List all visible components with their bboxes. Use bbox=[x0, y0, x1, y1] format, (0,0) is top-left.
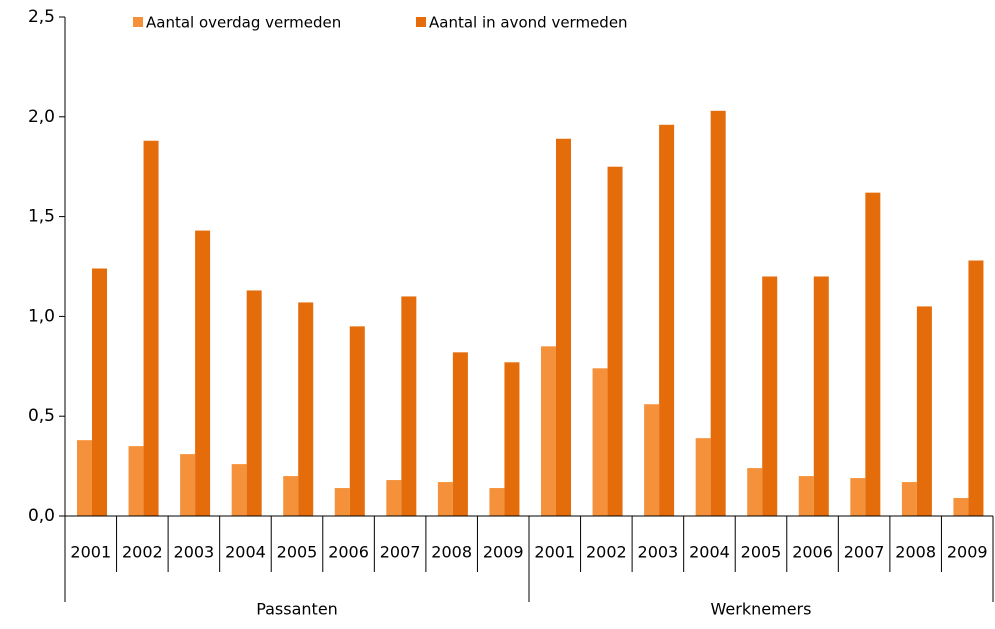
x-tick-label: 2002 bbox=[586, 543, 627, 562]
x-tick-label: 2008 bbox=[431, 543, 472, 562]
bar bbox=[968, 260, 984, 516]
y-tick-label: 2,0 bbox=[28, 107, 55, 127]
bar bbox=[901, 482, 917, 516]
legend-swatch bbox=[133, 17, 143, 27]
legend-label: Aantal in avond vermeden bbox=[429, 14, 628, 32]
bar bbox=[762, 276, 778, 516]
bar bbox=[747, 468, 763, 516]
bar bbox=[298, 302, 314, 516]
x-tick-label: 2009 bbox=[483, 543, 524, 562]
y-tick-label: 1,5 bbox=[28, 207, 55, 227]
y-tick-label: 1,0 bbox=[28, 306, 55, 326]
bar bbox=[710, 110, 726, 516]
x-tick-label: 2001 bbox=[70, 543, 111, 562]
bar bbox=[231, 464, 247, 516]
x-tick-label: 2006 bbox=[792, 543, 833, 562]
x-tick-label: 2001 bbox=[534, 543, 575, 562]
x-tick-label: 2002 bbox=[122, 543, 163, 562]
x-tick-label: 2004 bbox=[225, 543, 266, 562]
x-tick-label: 2005 bbox=[741, 543, 782, 562]
bar bbox=[556, 138, 571, 517]
bar bbox=[865, 192, 881, 516]
bar bbox=[180, 454, 196, 516]
bar bbox=[659, 124, 675, 516]
legend-swatch bbox=[416, 17, 426, 27]
bar bbox=[695, 438, 711, 516]
x-tick-label: 2009 bbox=[947, 543, 988, 562]
bar bbox=[349, 326, 365, 516]
bar bbox=[92, 268, 107, 516]
bar bbox=[541, 346, 556, 516]
x-tick-label: 2006 bbox=[328, 543, 369, 562]
bar bbox=[813, 276, 829, 516]
y-tick-label: 0,0 bbox=[28, 506, 55, 526]
bar bbox=[195, 230, 211, 516]
bar bbox=[386, 480, 402, 516]
bar bbox=[592, 368, 608, 516]
bar bbox=[644, 404, 660, 516]
bar bbox=[798, 476, 814, 516]
bar bbox=[504, 362, 520, 516]
x-tick-label: 2005 bbox=[277, 543, 318, 562]
bar bbox=[916, 306, 932, 516]
x-tick-label: 2008 bbox=[895, 543, 936, 562]
bar bbox=[452, 352, 468, 516]
legend-label: Aantal overdag vermeden bbox=[146, 14, 341, 32]
x-tick-label: 2007 bbox=[380, 543, 421, 562]
bar bbox=[401, 296, 417, 516]
y-tick-label: 0,5 bbox=[28, 406, 55, 426]
bar bbox=[143, 140, 159, 516]
bar bbox=[128, 446, 144, 516]
x-tick-label: 2007 bbox=[844, 543, 885, 562]
group-label: Werknemers bbox=[711, 600, 812, 619]
bar bbox=[607, 166, 623, 516]
bar bbox=[850, 478, 866, 516]
bar bbox=[489, 488, 505, 516]
y-tick-label: 2,5 bbox=[28, 7, 55, 27]
bar bbox=[953, 498, 969, 516]
x-tick-label: 2004 bbox=[689, 543, 730, 562]
x-tick-label: 2003 bbox=[174, 543, 215, 562]
group-label: Passanten bbox=[256, 600, 338, 619]
bar bbox=[437, 482, 453, 516]
bar bbox=[246, 290, 262, 516]
bar bbox=[283, 476, 299, 516]
x-tick-label: 2003 bbox=[638, 543, 679, 562]
bar bbox=[334, 488, 350, 516]
bar bbox=[77, 440, 92, 516]
